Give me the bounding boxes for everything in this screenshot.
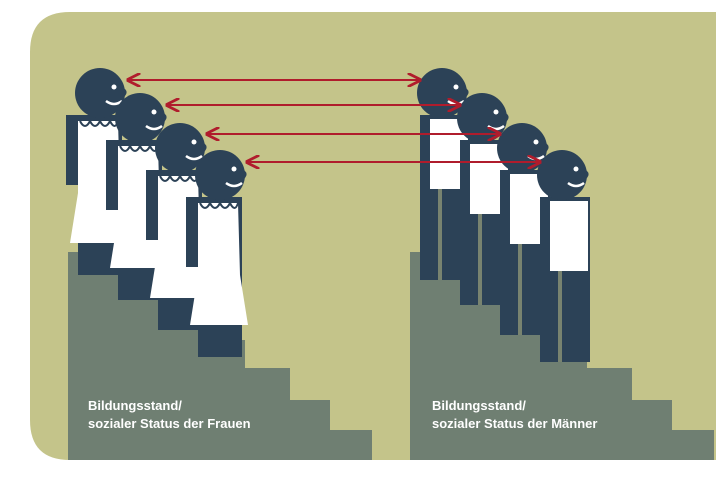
man: [540, 197, 590, 362]
label-line: Bildungsstand/: [88, 398, 182, 413]
illustration: Bildungsstand/ sozialer Status der Fraue…: [0, 0, 716, 478]
label-line: Bildungsstand/: [432, 398, 526, 413]
label-line: sozialer Status der Frauen: [88, 416, 251, 431]
label-line: sozialer Status der Männer: [432, 416, 597, 431]
